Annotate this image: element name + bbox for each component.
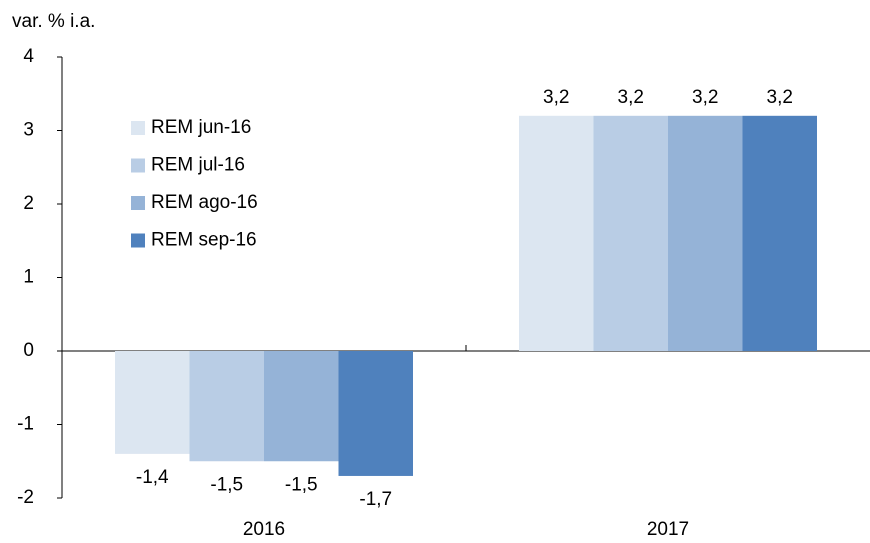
y-tick-label: 1 [23,267,34,288]
y-tick-label: 0 [23,340,34,361]
bar [264,351,339,462]
bar [338,351,413,476]
value-label: 3,2 [618,87,644,108]
y-tick-label: 4 [23,46,34,67]
bar [668,115,743,351]
legend-swatch [131,233,145,248]
x-tick-label: 2016 [243,519,285,540]
legend-swatch [131,158,145,173]
legend-label: REM jul-16 [151,155,245,176]
value-label: 3,2 [767,87,793,108]
legend-label: REM jun-16 [151,117,251,138]
bar [519,115,594,351]
bar [115,351,190,454]
value-label: -1,4 [136,467,169,488]
bar [189,351,264,462]
y-tick-label: -2 [17,487,34,508]
bar [593,115,668,351]
value-label: 3,2 [543,87,569,108]
y-tick-label: 3 [23,120,34,141]
legend-label: REM ago-16 [151,192,258,213]
legend-swatch [131,121,145,135]
legend-swatch [131,196,145,210]
value-label: -1,7 [359,489,392,510]
value-label: -1,5 [285,474,318,495]
x-tick-label: 2017 [647,519,689,540]
legend-label: REM sep-16 [151,230,257,251]
y-axis-label: var. % i.a. [12,11,95,32]
value-label: 3,2 [692,87,718,108]
value-label: -1,5 [210,474,243,495]
y-tick-label: 2 [23,193,34,214]
bar [742,115,817,351]
y-tick-label: -1 [17,414,34,435]
